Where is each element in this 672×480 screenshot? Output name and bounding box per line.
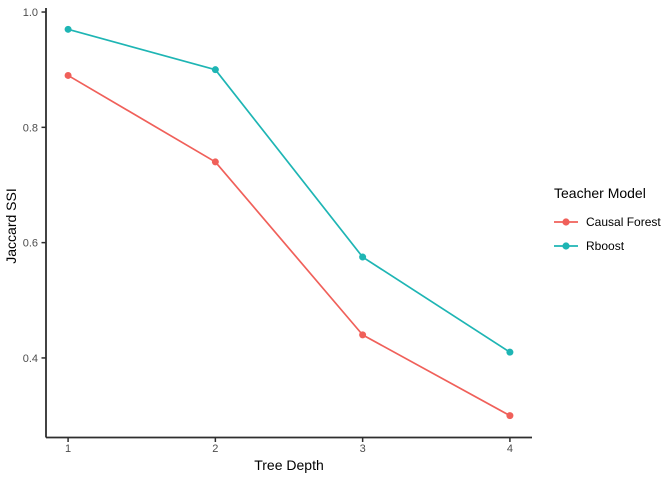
y-axis-title: Jaccard SSI: [3, 188, 19, 264]
x-tick-label: 1: [65, 443, 71, 455]
legend-item-label: Causal Forest: [586, 215, 661, 229]
series-line-causal-forest: [67, 74, 511, 417]
data-point-causal-forest: [211, 158, 219, 166]
data-point-rboost: [64, 25, 72, 33]
legend-item-causal-forest: Causal Forest: [553, 210, 661, 234]
data-point-rboost: [506, 348, 514, 356]
data-point-causal-forest: [359, 331, 367, 339]
legend: Teacher Model Causal Forest Rboost: [553, 185, 661, 258]
y-tick-label: 0.8: [23, 122, 38, 134]
legend-key-point-icon: [562, 218, 570, 226]
data-point-rboost: [359, 253, 367, 261]
x-tick-label: 4: [507, 443, 513, 455]
data-point-causal-forest: [64, 71, 72, 79]
legend-key-causal-forest: [554, 218, 578, 226]
x-tick-label: 3: [360, 443, 366, 455]
legend-title: Teacher Model: [554, 185, 646, 201]
data-point-causal-forest: [506, 412, 514, 420]
legend-key-rboost: [554, 242, 578, 250]
legend-key-point-icon: [562, 242, 570, 250]
legend-item-label: Rboost: [586, 239, 625, 253]
x-axis-title: Tree Depth: [254, 457, 324, 473]
legend-item-rboost: Rboost: [553, 234, 661, 258]
y-tick-label: 0.4: [23, 353, 38, 365]
data-point-rboost: [211, 66, 219, 74]
y-tick-label: 1.0: [23, 7, 38, 19]
series-line-rboost: [67, 28, 511, 353]
y-tick-label: 0.6: [23, 238, 38, 250]
x-tick-label: 2: [212, 443, 218, 455]
